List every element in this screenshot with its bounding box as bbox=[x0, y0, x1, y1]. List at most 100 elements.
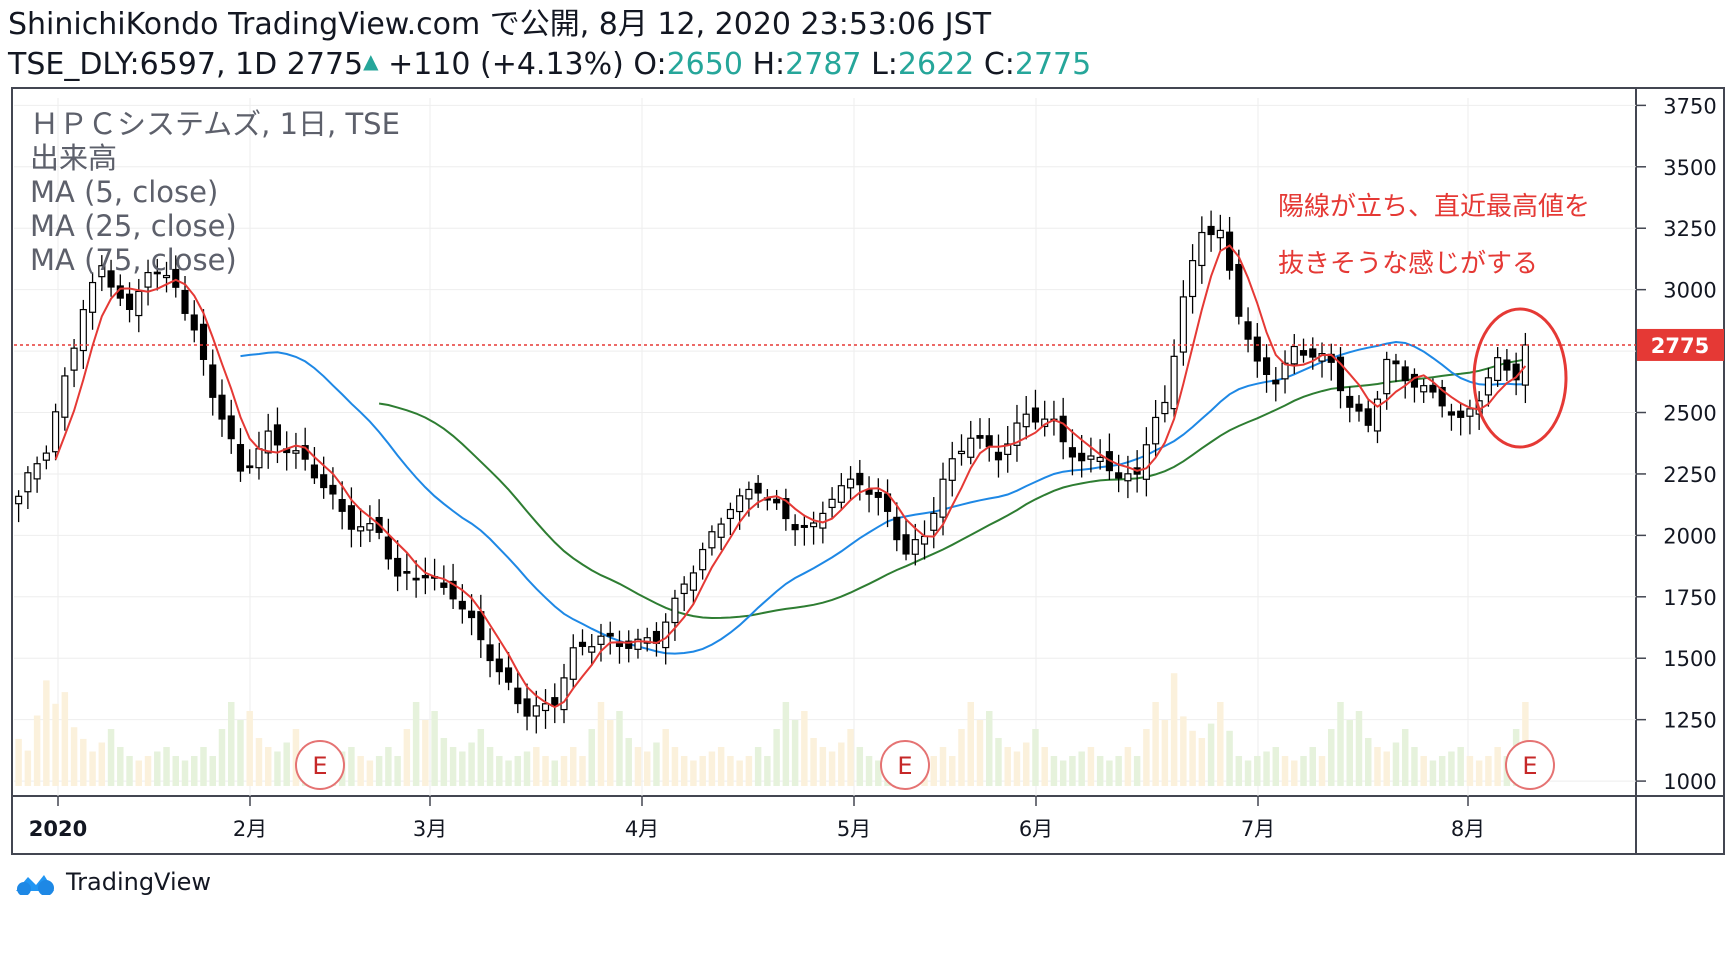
volume-bar bbox=[209, 756, 216, 786]
candle-body bbox=[1447, 411, 1455, 416]
candle-body bbox=[994, 451, 1003, 461]
candle-body bbox=[1346, 395, 1354, 408]
earnings-marker bbox=[1505, 740, 1555, 790]
candle-body bbox=[865, 489, 873, 495]
volume-bar bbox=[385, 747, 392, 786]
tradingview-logo[interactable]: TradingView bbox=[12, 868, 211, 896]
y-tick-label: 2500 bbox=[1663, 402, 1716, 426]
y-tick-label: 1750 bbox=[1663, 586, 1716, 610]
volume-bar bbox=[394, 756, 401, 786]
x-tick-label: 6月 bbox=[1019, 817, 1053, 841]
volume-bar bbox=[1226, 730, 1233, 786]
y-tick-label: 3250 bbox=[1663, 217, 1716, 241]
candle-body bbox=[273, 424, 282, 446]
volume-bar bbox=[1198, 738, 1206, 786]
volume-bar bbox=[107, 729, 115, 786]
candle-body bbox=[190, 314, 198, 331]
candle-body bbox=[33, 463, 41, 480]
candle-body bbox=[366, 523, 374, 531]
volume-bar bbox=[791, 720, 799, 786]
volume-bar bbox=[1281, 756, 1289, 786]
candle-body bbox=[135, 290, 143, 317]
candle-body bbox=[1521, 344, 1529, 386]
volume-bar bbox=[181, 760, 189, 786]
volume-bar bbox=[375, 756, 383, 786]
candle-body bbox=[42, 452, 50, 461]
candle-body bbox=[440, 582, 448, 588]
candle-body bbox=[800, 524, 808, 528]
candle-body bbox=[1013, 422, 1021, 446]
annotation-line1: 陽線が立ち、直近最高値を bbox=[1278, 192, 1590, 222]
candle-body bbox=[930, 512, 938, 531]
candle-body bbox=[1004, 443, 1012, 455]
candle-body bbox=[680, 583, 688, 595]
volume-bar bbox=[606, 720, 614, 786]
volume-bar bbox=[468, 742, 475, 786]
candle-body bbox=[172, 268, 180, 288]
candle-body bbox=[98, 265, 106, 278]
candle-body bbox=[1189, 260, 1197, 298]
candle-body bbox=[837, 485, 845, 503]
volume-bar bbox=[274, 751, 281, 786]
x-tick-label: 7月 bbox=[1241, 817, 1275, 841]
volume-bar bbox=[736, 760, 743, 786]
candle-body bbox=[699, 548, 707, 571]
volume-bar bbox=[1485, 756, 1492, 786]
volume-bar bbox=[764, 756, 771, 786]
volume-bar bbox=[1124, 747, 1132, 786]
high-label: H: bbox=[752, 47, 786, 82]
volume-bar bbox=[1392, 742, 1400, 786]
price-axis[interactable]: 1000125015001750200022502500275030003250… bbox=[1636, 94, 1717, 794]
volume-bar bbox=[89, 751, 96, 786]
candle-body bbox=[773, 498, 781, 504]
candle-body bbox=[1161, 401, 1169, 415]
candle-body bbox=[1512, 363, 1520, 381]
volume-bar bbox=[542, 756, 549, 786]
candle-body bbox=[1115, 472, 1123, 479]
volume-bar bbox=[597, 702, 605, 786]
candle-body bbox=[301, 445, 309, 460]
volume-bar bbox=[1466, 756, 1474, 786]
volume-bar bbox=[1180, 716, 1187, 786]
candle-body bbox=[61, 375, 69, 418]
candle-body bbox=[1078, 452, 1086, 462]
volume-bar bbox=[1346, 720, 1353, 786]
volume-bar bbox=[1050, 756, 1058, 786]
volume-bar bbox=[1355, 711, 1363, 786]
x-tick-label: 2020 bbox=[29, 817, 87, 841]
volume-bar bbox=[1411, 747, 1418, 786]
candle-body bbox=[606, 632, 614, 637]
candle-body bbox=[1373, 398, 1382, 432]
candle-body bbox=[551, 697, 559, 707]
candle-body bbox=[1179, 296, 1187, 353]
volume-bar bbox=[126, 756, 133, 786]
volume-bar bbox=[810, 738, 817, 786]
volume-bar bbox=[1013, 751, 1021, 786]
candle-body bbox=[1401, 366, 1409, 382]
earnings-label: E bbox=[897, 752, 912, 780]
highlight-circle bbox=[1472, 307, 1568, 449]
candle-body bbox=[1235, 263, 1243, 317]
candle-body bbox=[310, 464, 318, 479]
low-label: L: bbox=[871, 47, 898, 82]
volume-bar bbox=[200, 747, 207, 786]
candle-body bbox=[782, 498, 790, 520]
volume-bar bbox=[1263, 751, 1270, 786]
volume-bar bbox=[135, 760, 143, 786]
candle-body bbox=[976, 435, 984, 439]
candle-body bbox=[643, 637, 651, 644]
volume-bar bbox=[15, 738, 22, 786]
volume-bar bbox=[1041, 747, 1048, 786]
candle-body bbox=[504, 667, 513, 683]
price-chart[interactable]: 1000125015001750200022502500275030003250… bbox=[0, 0, 1736, 860]
candle-body bbox=[1170, 355, 1178, 410]
candle-body bbox=[1059, 415, 1067, 443]
volume-bar bbox=[505, 760, 512, 786]
close-value: 2775 bbox=[1014, 47, 1092, 82]
volume-bar bbox=[727, 756, 734, 786]
time-axis[interactable]: 2020 2月 3月 4月 5月 6月 7月 8月 bbox=[29, 796, 1485, 841]
volume-bar bbox=[1143, 729, 1150, 786]
volume-bar bbox=[1096, 756, 1104, 786]
candle-body bbox=[1336, 356, 1345, 392]
candle-body bbox=[79, 308, 87, 352]
